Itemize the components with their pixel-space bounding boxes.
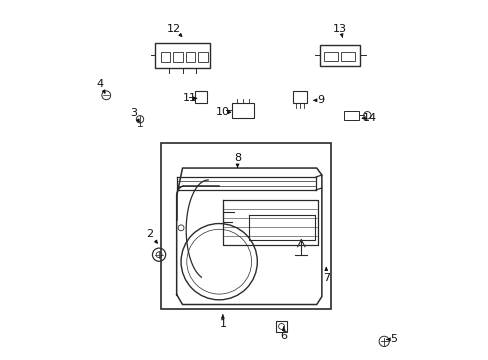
Bar (343, 111, 358, 120)
Text: 9: 9 (317, 95, 324, 105)
Bar (341, 52, 354, 60)
Text: 8: 8 (233, 153, 241, 163)
Bar (161, 51, 170, 62)
Text: 2: 2 (146, 229, 153, 239)
Text: 6: 6 (280, 332, 286, 341)
Text: 5: 5 (389, 334, 396, 345)
Text: 1: 1 (219, 319, 226, 329)
Text: 3: 3 (130, 108, 137, 118)
Text: 10: 10 (215, 107, 229, 117)
Text: 7: 7 (322, 273, 329, 283)
Bar (195, 91, 206, 103)
Bar (292, 91, 306, 103)
Text: 12: 12 (166, 24, 181, 33)
Bar (155, 42, 210, 68)
Text: 11: 11 (183, 93, 197, 103)
Bar (185, 51, 195, 62)
Bar (231, 103, 253, 118)
Bar (319, 45, 360, 66)
Bar (173, 51, 183, 62)
Bar (275, 320, 287, 332)
Bar (198, 51, 207, 62)
Text: 14: 14 (362, 113, 376, 123)
Bar (324, 52, 337, 60)
Text: 4: 4 (97, 79, 104, 89)
Text: 13: 13 (332, 24, 346, 33)
Bar (161, 143, 331, 310)
